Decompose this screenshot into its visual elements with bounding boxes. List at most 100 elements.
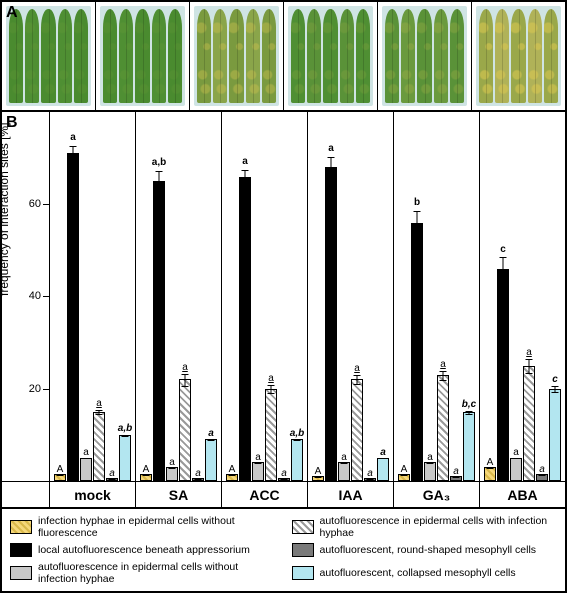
bar: a xyxy=(338,462,350,480)
leaf-icon xyxy=(262,9,276,103)
significance-label: a xyxy=(367,468,373,479)
bar: c xyxy=(497,269,509,481)
bar: A xyxy=(312,476,324,481)
bar: a xyxy=(192,478,204,480)
error-bar xyxy=(469,411,470,415)
error-bar xyxy=(211,439,212,441)
significance-label: A xyxy=(229,464,236,475)
x-label: GA₃ xyxy=(394,482,480,507)
error-bar xyxy=(417,211,418,237)
panel-b: B frequency of interaction sites [%] 204… xyxy=(2,112,565,507)
legend-item: autofluorescent, round-shaped mesophyll … xyxy=(292,543,558,557)
leaf-photo xyxy=(472,2,565,110)
x-spacer xyxy=(2,482,50,507)
legend-swatch xyxy=(10,520,32,534)
legend-swatch xyxy=(292,566,314,580)
panel-a: A xyxy=(2,2,565,112)
bar: a xyxy=(510,458,522,481)
significance-label: a xyxy=(526,347,532,358)
leaf-icon xyxy=(246,9,260,103)
legend-swatch xyxy=(10,566,32,580)
error-bar xyxy=(555,386,556,393)
error-bar xyxy=(159,171,160,193)
significance-label: a xyxy=(255,452,261,463)
significance-label: A xyxy=(487,457,494,468)
legend-label: autofluorescent, collapsed mesophyll cel… xyxy=(320,567,516,579)
figure: A B frequency of interaction sites [%] 2… xyxy=(0,0,567,593)
bar: a xyxy=(364,478,376,480)
panel-b-label: B xyxy=(6,114,18,132)
x-label: mock xyxy=(50,482,136,507)
leaf-icon xyxy=(511,9,525,103)
leaf-icon xyxy=(401,9,415,103)
significance-label: a xyxy=(341,452,347,463)
leaf-icon xyxy=(229,9,243,103)
significance-label: A xyxy=(315,466,322,477)
error-bar xyxy=(443,371,444,381)
leaf-photo xyxy=(378,2,472,110)
significance-label: a xyxy=(268,373,274,384)
bar: a xyxy=(351,379,363,480)
bar: b xyxy=(411,223,423,481)
significance-label: a,b xyxy=(290,428,304,439)
leaf-photo xyxy=(96,2,190,110)
legend-item: autofluorescence in epidermal cells with… xyxy=(10,561,276,585)
significance-label: a xyxy=(427,452,433,463)
error-bar xyxy=(271,385,272,394)
y-tick xyxy=(43,296,49,297)
legend-swatch xyxy=(10,543,32,557)
error-bar xyxy=(503,257,504,283)
leaf-icon xyxy=(103,9,117,103)
error-bar xyxy=(125,435,126,437)
error-bar xyxy=(383,458,384,459)
leaf-icon xyxy=(450,9,464,103)
significance-label: a,b xyxy=(118,423,132,434)
bar: A xyxy=(398,474,410,481)
significance-label: A xyxy=(57,464,64,475)
leaf-icon xyxy=(168,9,182,103)
leaf-icon xyxy=(340,9,354,103)
bar: a xyxy=(278,478,290,480)
significance-label: a xyxy=(281,468,287,479)
bar-group: Abaaab,c xyxy=(394,112,480,481)
significance-label: c xyxy=(500,244,506,255)
significance-label: a xyxy=(182,362,188,373)
bar: A xyxy=(484,467,496,481)
leaf-icon xyxy=(9,9,23,103)
leaf-icon xyxy=(417,9,431,103)
significance-label: a xyxy=(83,447,89,458)
leaf-icon xyxy=(135,9,149,103)
bar: a,b xyxy=(153,181,165,481)
bar: A xyxy=(140,474,152,481)
bar: a,b xyxy=(291,439,303,480)
bar: a xyxy=(265,389,277,481)
leaf-icon xyxy=(356,9,370,103)
bar: a xyxy=(325,167,337,480)
significance-label: a xyxy=(328,143,334,154)
y-tick-label: 20 xyxy=(29,383,41,395)
bar: a xyxy=(523,366,535,481)
significance-label: A xyxy=(143,464,150,475)
legend-item: autofluorescent, collapsed mesophyll cel… xyxy=(292,561,558,585)
error-bar xyxy=(331,157,332,180)
leaf-photo xyxy=(190,2,284,110)
x-label: IAA xyxy=(308,482,394,507)
error-bar xyxy=(185,374,186,386)
leaf-icon xyxy=(197,9,211,103)
leaf-icon xyxy=(152,9,166,103)
bar: a xyxy=(80,458,92,481)
error-bar xyxy=(73,146,74,162)
chart-area: frequency of interaction sites [%] 20406… xyxy=(2,112,565,481)
legend-label: autofluorescent, round-shaped mesophyll … xyxy=(320,544,537,556)
bar: c xyxy=(549,389,561,481)
bar-group: Aa,baaaa xyxy=(136,112,222,481)
legend-label: autofluorescence in epidermal cells with… xyxy=(38,561,276,585)
bar: b,c xyxy=(463,412,475,481)
x-label: ACC xyxy=(222,482,308,507)
y-tick-label: 60 xyxy=(29,198,41,210)
bar-group: Aaaaaa,b xyxy=(222,112,308,481)
error-bar xyxy=(529,359,530,373)
plot: Aaaaaa,bAa,baaaaAaaaaa,bAaaaaaAbaaab,cAc… xyxy=(50,112,565,481)
leaf-icon xyxy=(213,9,227,103)
legend-swatch xyxy=(292,543,314,557)
